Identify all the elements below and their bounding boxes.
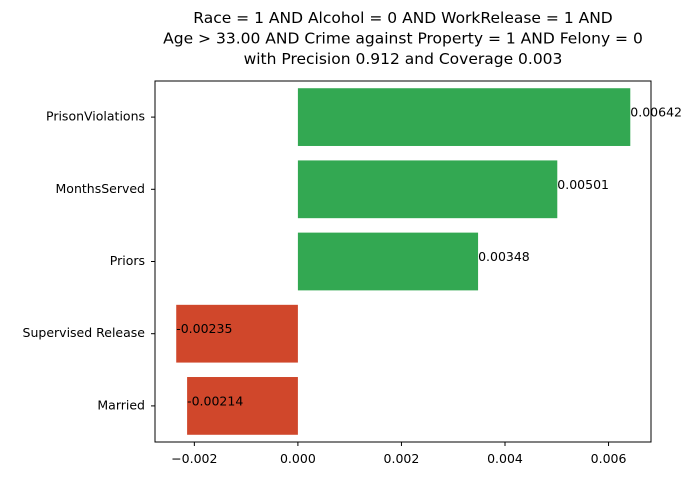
plot-frame (154, 80, 652, 443)
bar-value-label: -0.00235 (176, 321, 232, 336)
x-axis-ticks: −0.002 0.000 0.002 0.004 0.006 (171, 442, 626, 466)
bar-value-label: 0.00348 (478, 249, 530, 264)
y-tick-label: Priors (110, 253, 145, 268)
y-tick-label: Married (97, 397, 145, 412)
x-tick-label: 0.006 (591, 451, 627, 466)
chart-title-line: Age > 33.00 AND Crime against Property =… (163, 30, 643, 48)
bar (176, 304, 298, 363)
bar-value-label: 0.00501 (557, 177, 609, 192)
y-axis-ticks: PrisonViolations MonthsServed Priors Superv… (23, 109, 155, 412)
chart-title-line: Race = 1 AND Alcohol = 0 AND WorkRelease… (193, 9, 613, 27)
chart-title-line: with Precision 0.912 and Coverage 0.003 (244, 50, 563, 68)
y-tick-label: Supervised Release (23, 325, 146, 340)
bars (176, 88, 631, 435)
x-tick-label: 0.000 (280, 451, 316, 466)
bar (187, 377, 298, 435)
bar-value-label: 0.00642 (630, 105, 682, 120)
bar-value-labels: 0.00642 0.00501 0.00348 -0.00235 -0.00214 (176, 105, 682, 409)
y-tick-label: PrisonViolations (46, 109, 145, 124)
x-tick-label: 0.004 (487, 451, 523, 466)
chart-title: Race = 1 AND Alcohol = 0 AND WorkRelease… (163, 9, 643, 68)
y-tick-label: MonthsServed (56, 181, 145, 196)
bar (297, 232, 479, 291)
x-tick-label: −0.002 (171, 451, 217, 466)
bar (297, 160, 558, 219)
x-tick-label: 0.002 (384, 451, 420, 466)
bar (297, 88, 631, 146)
bar-value-label: -0.00214 (187, 393, 243, 408)
